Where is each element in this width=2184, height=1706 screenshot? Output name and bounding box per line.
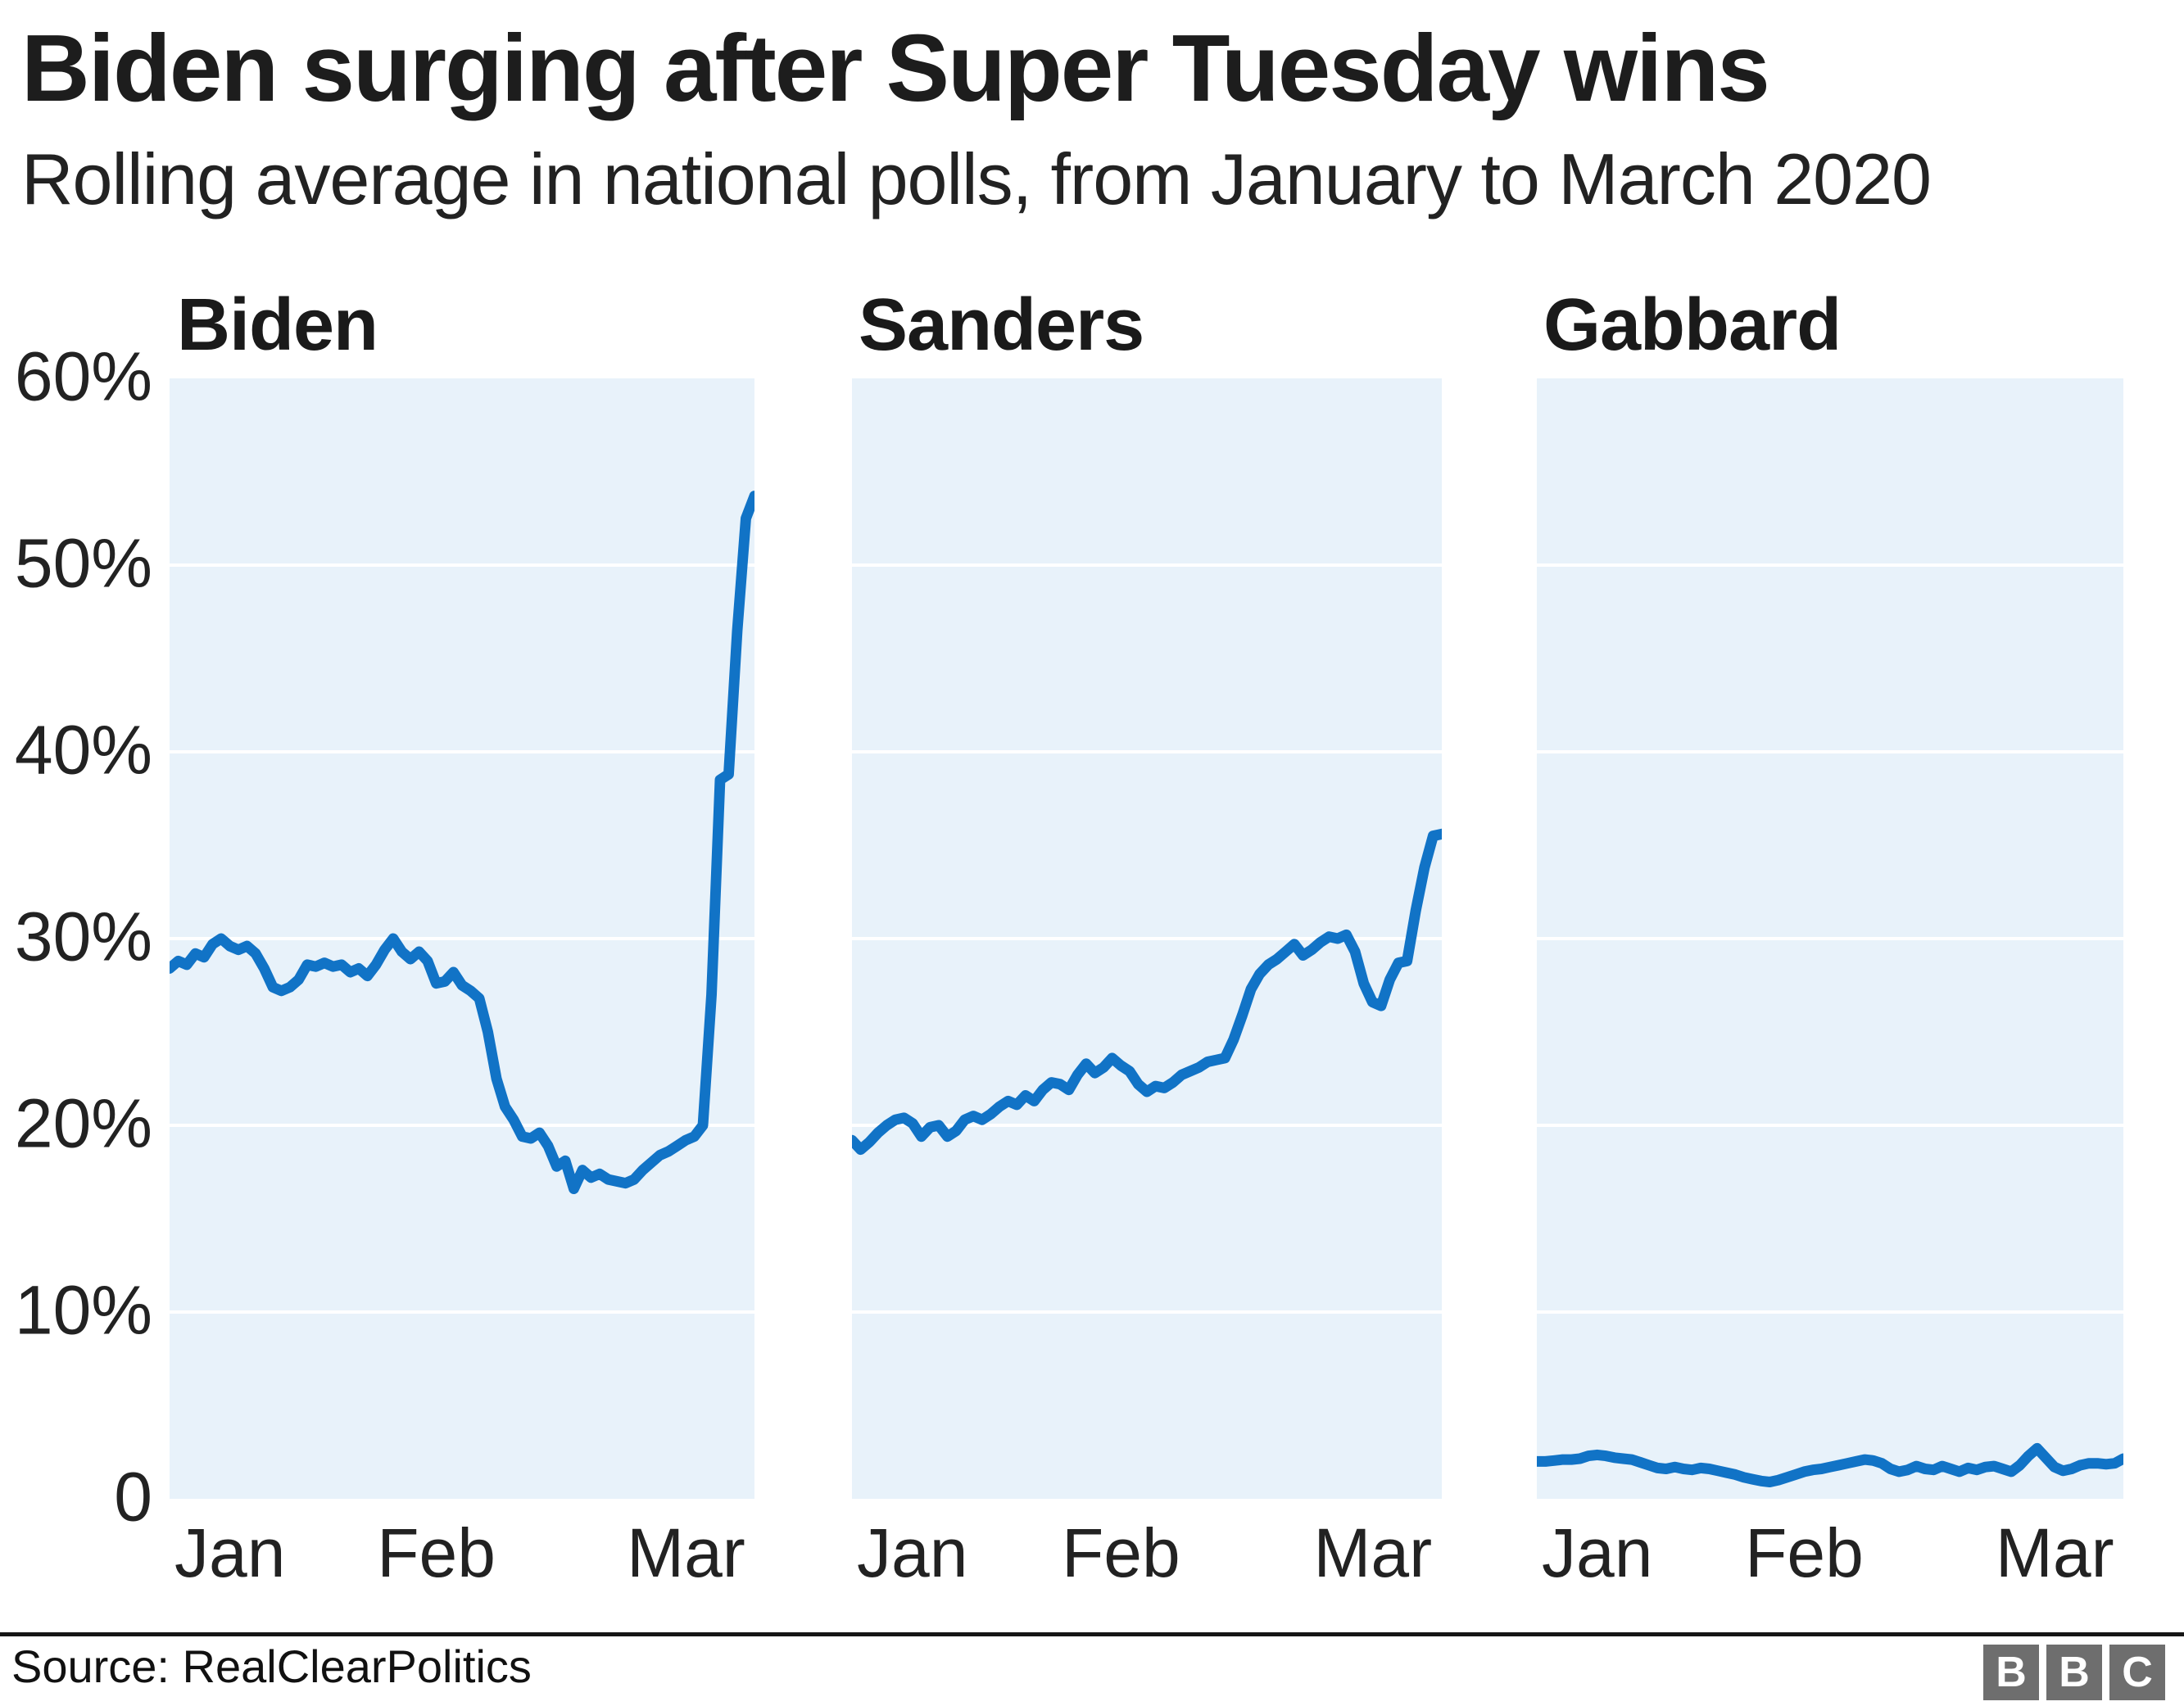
gridline-50 [1537, 563, 2123, 567]
gridline-10 [1537, 1310, 2123, 1314]
data-line-gabbard [1537, 1442, 2123, 1487]
panel-heading-gabbard: Gabbard [1543, 284, 1842, 366]
gridline-40 [1537, 750, 2123, 753]
footer-divider [0, 1632, 2184, 1636]
x-axis-label-feb: Feb [377, 1514, 496, 1591]
x-axis-label-mar: Mar [1313, 1514, 1433, 1591]
gridline-20 [852, 1124, 1442, 1127]
y-axis-label-50: 50% [14, 524, 152, 602]
gridline-30 [852, 937, 1442, 940]
x-axis-label-mar: Mar [627, 1514, 745, 1591]
x-axis-label-mar: Mar [1995, 1514, 2114, 1591]
y-axis-label-10: 10% [14, 1271, 152, 1349]
poll-line-chart-gabbard [1537, 1442, 2123, 1487]
x-axis-label-jan: Jan [1542, 1514, 1653, 1591]
gridline-50 [170, 563, 754, 567]
bbc-logo-block-b2: B [2046, 1645, 2102, 1700]
bbc-logo-block-b1: B [1983, 1645, 2039, 1700]
x-axis-label-feb: Feb [1745, 1514, 1864, 1591]
data-line-biden [170, 491, 754, 1194]
panel-heading-biden: Biden [177, 284, 378, 366]
source-label: Source: RealClearPolitics [11, 1640, 532, 1692]
y-axis-label-20: 20% [14, 1084, 152, 1162]
x-axis-label-feb: Feb [1061, 1514, 1180, 1591]
y-axis-label-60: 60% [14, 337, 152, 415]
bbc-logo-block-c: C [2109, 1645, 2165, 1700]
y-axis-label-30: 30% [14, 898, 152, 975]
x-axis-label-jan: Jan [857, 1514, 968, 1591]
plot-area-sanders [852, 378, 1442, 1499]
y-axis-label-0: 0 [114, 1458, 152, 1536]
gridline-30 [170, 937, 754, 940]
x-axis-label-jan: Jan [174, 1514, 286, 1591]
gridline-40 [852, 750, 1442, 753]
y-axis-label-40: 40% [14, 711, 152, 789]
chart-subtitle: Rolling average in national polls, from … [21, 138, 1932, 219]
x-axis-gabbard: Jan Feb Mar [1537, 1514, 2123, 1595]
bbc-logo: B B C [1983, 1645, 2165, 1700]
gridline-20 [170, 1124, 754, 1127]
gridline-20 [1537, 1124, 2123, 1127]
gridline-10 [170, 1310, 754, 1314]
poll-line-chart-biden [170, 491, 754, 1194]
gridline-30 [1537, 937, 2123, 940]
x-axis-biden: Jan Feb Mar [170, 1514, 754, 1595]
gridline-40 [170, 750, 754, 753]
plot-area-biden [170, 378, 754, 1499]
panel-heading-sanders: Sanders [859, 284, 1144, 366]
chart-title: Biden surging after Super Tuesday wins [21, 15, 1770, 121]
x-axis-sanders: Jan Feb Mar [852, 1514, 1442, 1595]
gridline-50 [852, 563, 1442, 567]
poll-line-chart-sanders [852, 828, 1442, 1156]
plot-area-gabbard [1537, 378, 2123, 1499]
gridline-10 [852, 1310, 1442, 1314]
data-line-sanders [852, 828, 1442, 1156]
